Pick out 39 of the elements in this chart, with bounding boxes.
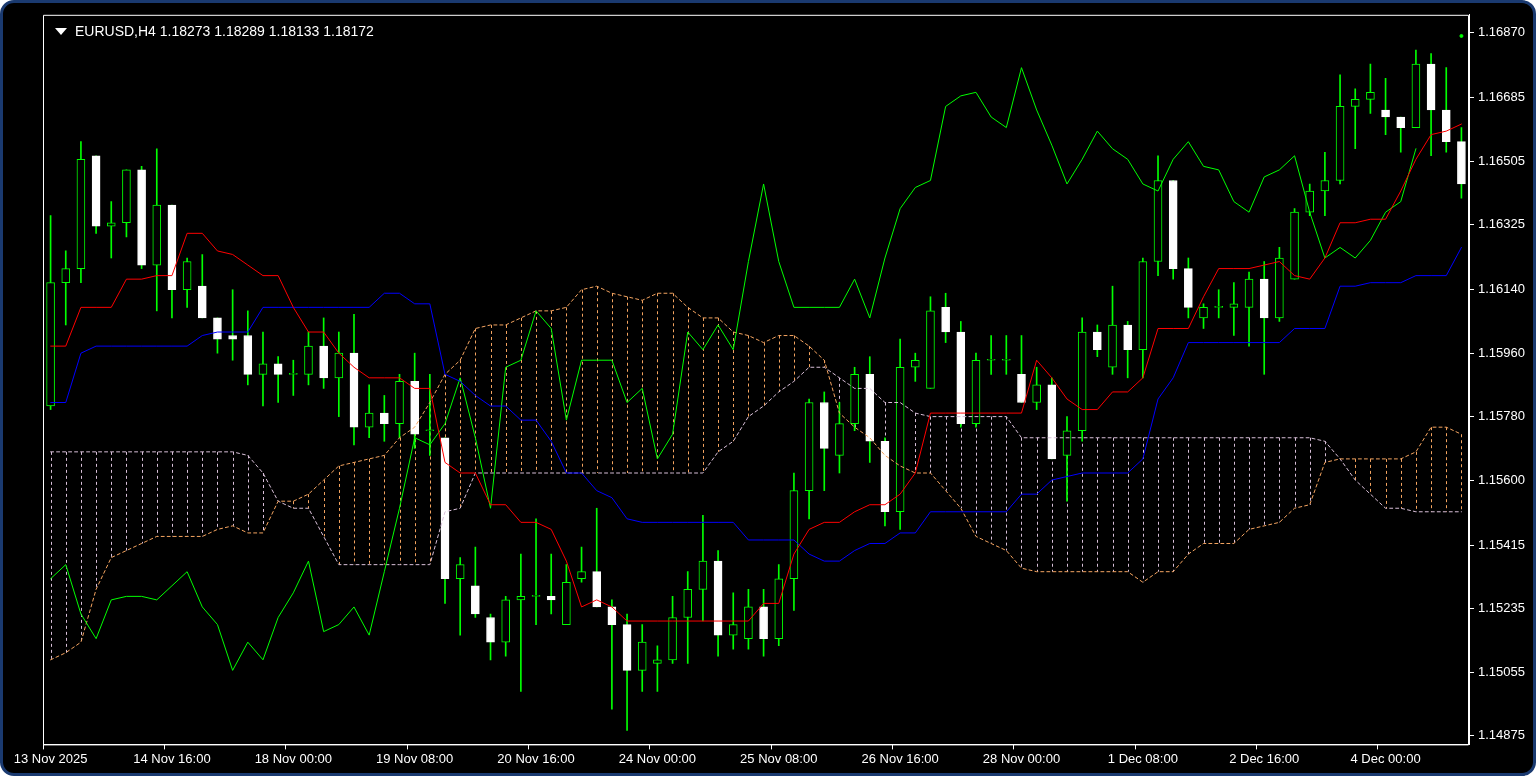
y-tick-label: 1.15600 (1478, 471, 1526, 487)
y-tick-label: 1.15055 (1478, 663, 1526, 679)
y-tick-label: 1.16870 (1478, 24, 1526, 39)
candlestick (258, 331, 268, 407)
x-tick-label: 19 Nov 08:00 (376, 750, 454, 766)
candlestick (728, 592, 738, 650)
y-tick-label: 1.15415 (1478, 536, 1526, 552)
y-tick-label: 1.14875 (1478, 727, 1526, 743)
x-tick-label: 13 Nov 2025 (13, 750, 88, 766)
y-tick-label: 1.16685 (1478, 89, 1526, 105)
x-tick-label: 2 Dec 16:00 (1229, 750, 1300, 766)
x-tick-label: 14 Nov 16:00 (133, 750, 211, 766)
candlestick (288, 359, 298, 396)
candlestick (986, 335, 996, 375)
candlestick (1350, 88, 1360, 150)
x-tick-label: 25 Nov 08:00 (740, 750, 818, 766)
x-tick-label: 28 Nov 00:00 (982, 750, 1061, 766)
x-tick-label: 4 Dec 00:00 (1350, 750, 1421, 766)
candlestick (546, 553, 556, 615)
candlestick (106, 201, 116, 259)
y-tick-label: 1.15780 (1478, 408, 1526, 424)
x-tick-label: 1 Dec 08:00 (1107, 750, 1178, 766)
candlestick (273, 356, 283, 403)
y-tick-label: 1.15235 (1478, 600, 1526, 616)
x-tick-label: 20 Nov 16:00 (497, 750, 575, 766)
candlestick (1001, 335, 1011, 375)
candlestick (61, 250, 71, 326)
x-tick-label: 24 Nov 00:00 (618, 750, 697, 766)
text: EURUSD,H4 1.18273 1.18289 1.18133 1.18172 (75, 23, 374, 39)
candlestick (865, 356, 875, 463)
y-tick-label: 1.16325 (1478, 216, 1526, 232)
y-tick-label: 1.16505 (1478, 152, 1526, 168)
candlestick (455, 557, 465, 636)
x-tick-label: 26 Nov 16:00 (861, 750, 939, 766)
y-tick-label: 1.16140 (1478, 281, 1526, 297)
y-tick-label: 1.15960 (1478, 344, 1526, 360)
candlestick (1229, 282, 1239, 336)
x-tick-label: 18 Nov 00:00 (254, 750, 332, 766)
candlestick (895, 338, 905, 530)
